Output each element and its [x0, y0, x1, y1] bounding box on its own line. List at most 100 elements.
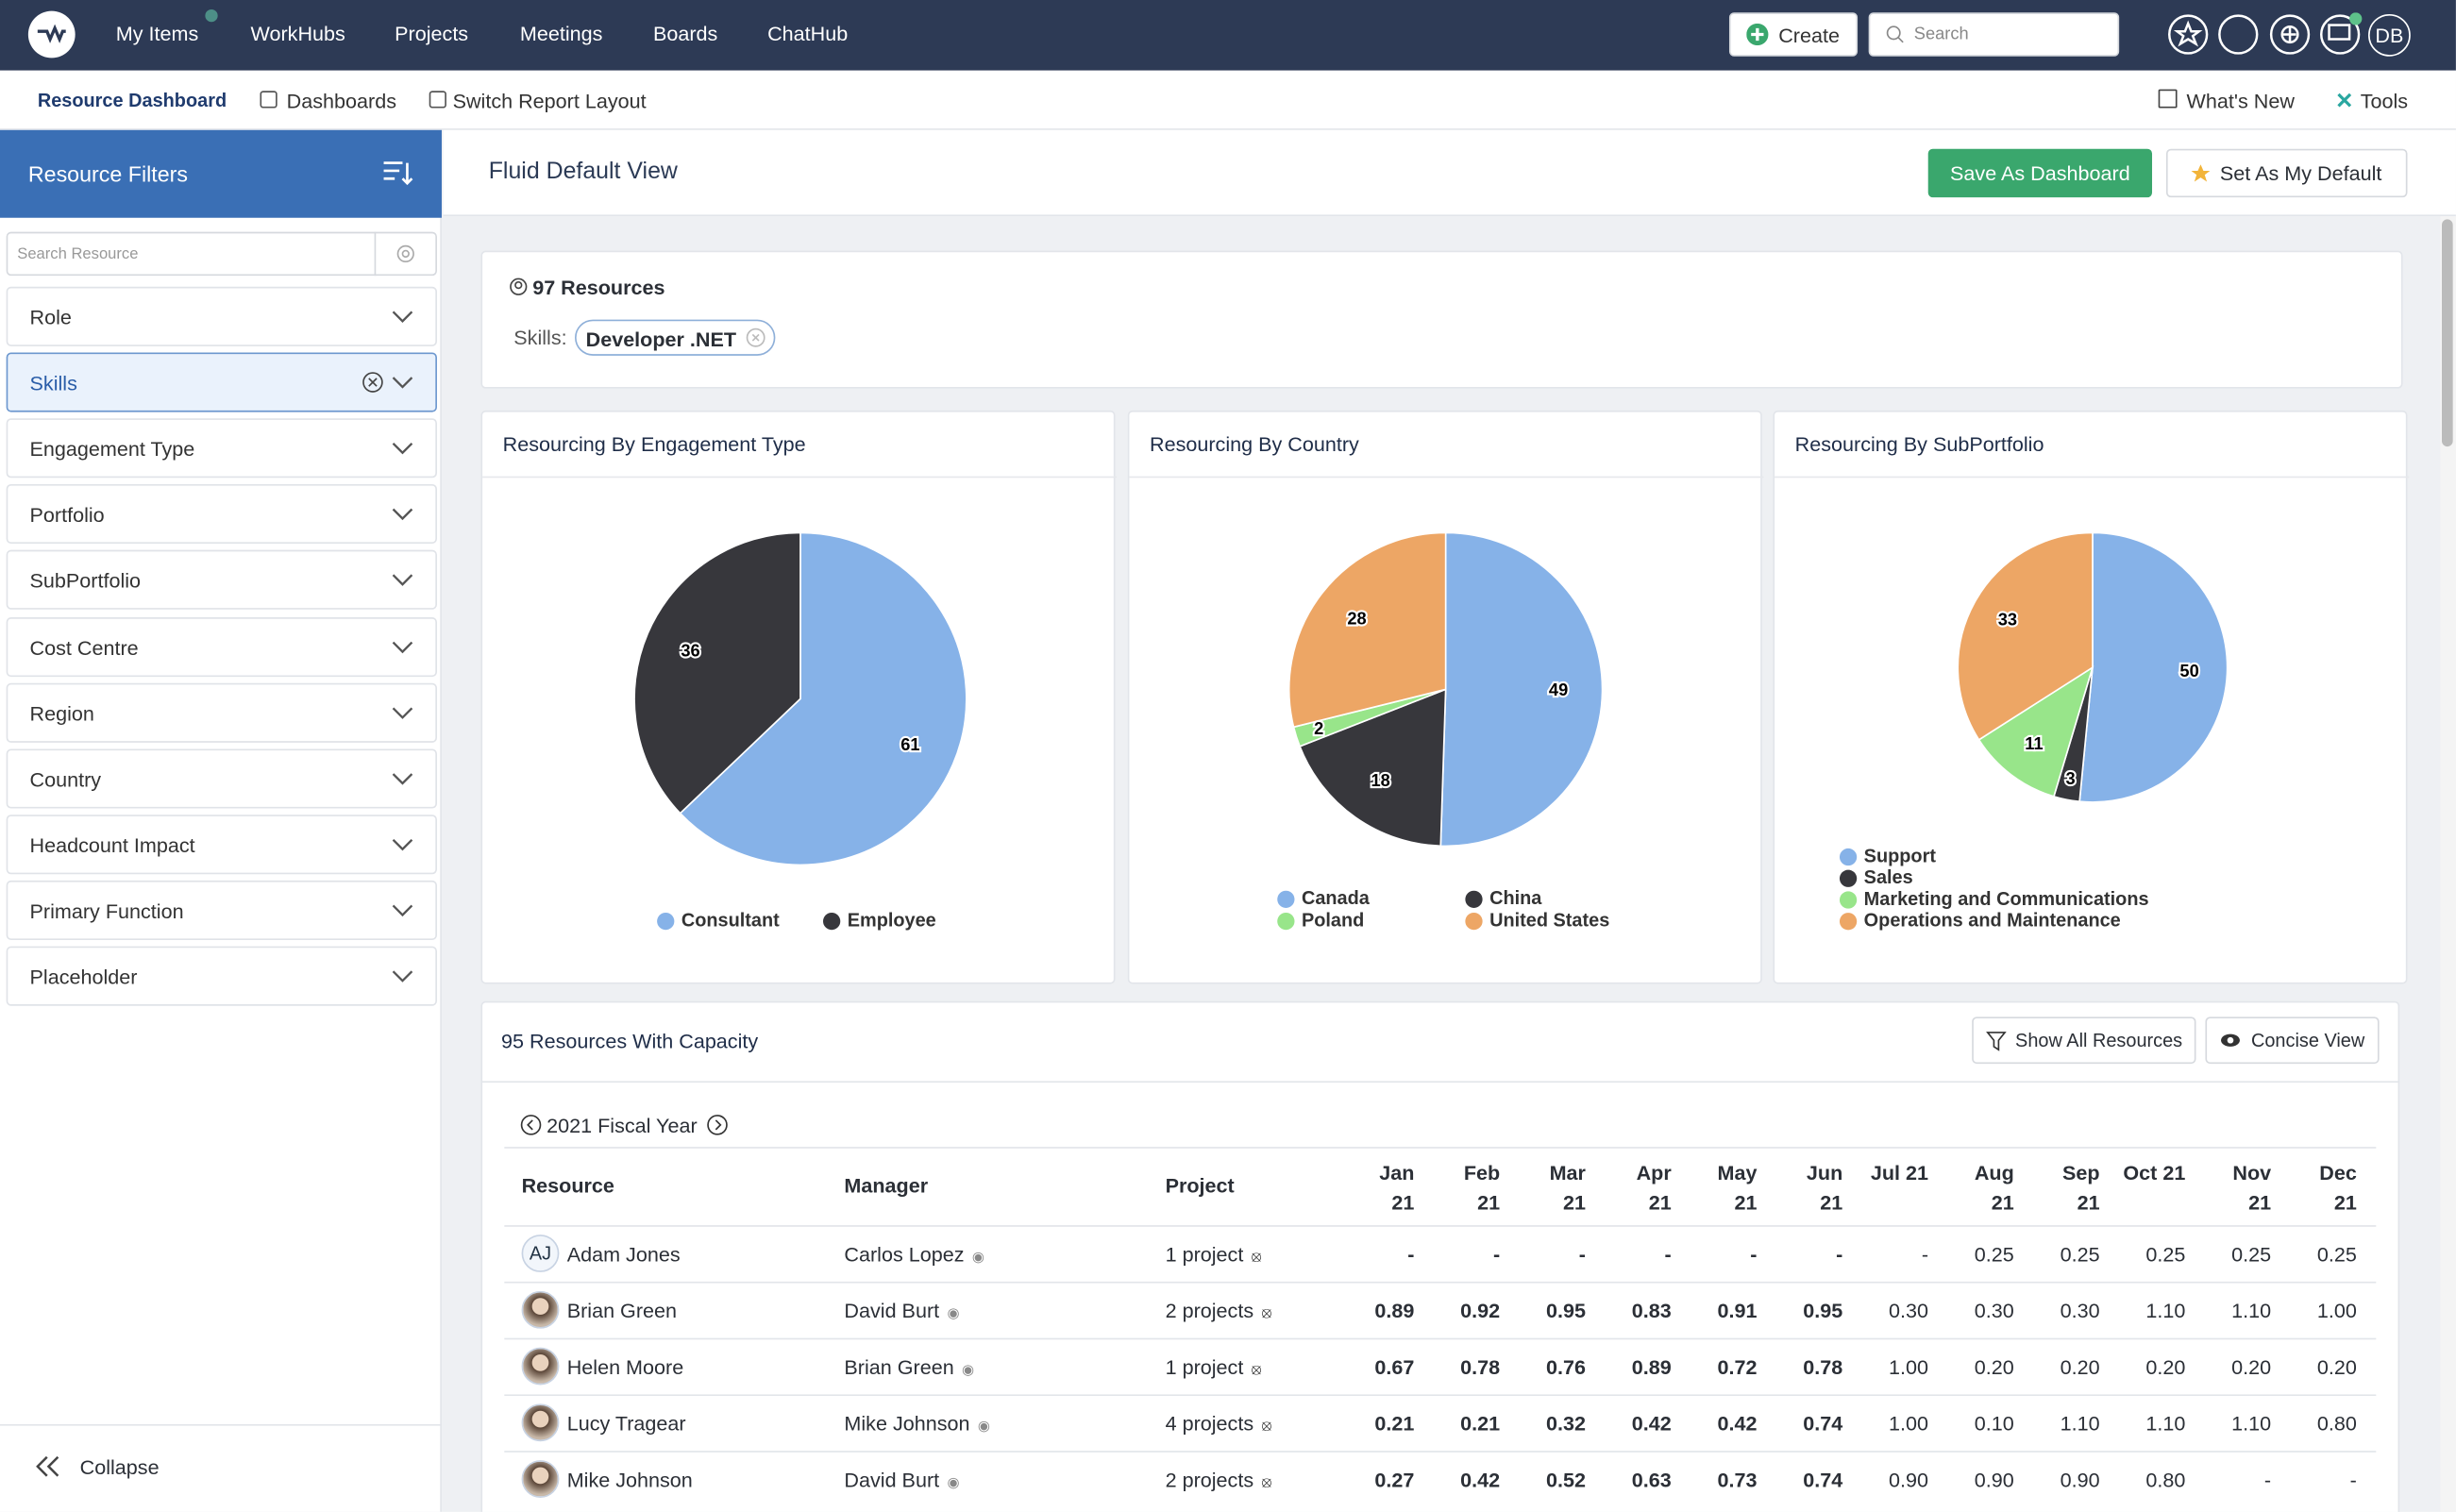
- resource-name[interactable]: Brian Green: [566, 1299, 678, 1323]
- capacity-value: 0.89: [1374, 1299, 1415, 1323]
- concise-view-button[interactable]: Concise View: [2205, 1016, 2380, 1065]
- legend-label: Support: [1864, 846, 1937, 866]
- filter-dropdown[interactable]: Cost Centre: [6, 616, 437, 677]
- month-header: Jan 21: [1379, 1161, 1415, 1215]
- nav-item[interactable]: My Items: [115, 22, 199, 46]
- capacity-value: 1.00: [1889, 1411, 1929, 1436]
- filter-dropdown[interactable]: Skills: [6, 352, 437, 412]
- project-count[interactable]: 1 project: [1165, 1354, 1244, 1379]
- project-count[interactable]: 2 projects: [1165, 1468, 1254, 1492]
- show-all-button[interactable]: Show All Resources: [1972, 1016, 2196, 1065]
- capacity-value: 0.21: [1374, 1411, 1415, 1436]
- avatar: [521, 1347, 560, 1386]
- top-icons[interactable]: [2166, 12, 2370, 56]
- chevron-path: [392, 509, 413, 521]
- resource-name[interactable]: Mike Johnson: [566, 1468, 693, 1492]
- filter-dropdown[interactable]: Portfolio: [6, 484, 437, 545]
- filter-dropdown[interactable]: SubPortfolio: [6, 550, 437, 611]
- filter-dropdown[interactable]: Primary Function: [6, 880, 437, 940]
- capacity-value: 0.78: [1460, 1354, 1501, 1379]
- next-year[interactable]: [706, 1114, 728, 1135]
- remove-icon[interactable]: [746, 328, 766, 348]
- sub-nav-item[interactable]: Switch Report Layout: [452, 89, 647, 113]
- save-dashboard-button[interactable]: Save As Dashboard: [1927, 148, 2153, 198]
- legend-swatch: [1465, 890, 1483, 908]
- table-title: 95 Resources With Capacity: [501, 1029, 759, 1053]
- capacity-value: 0.95: [1545, 1299, 1586, 1323]
- resource-search[interactable]: Search Resource: [6, 231, 437, 277]
- nav-item[interactable]: WorkHubs: [250, 22, 345, 46]
- sub-nav-item[interactable]: Resource Dashboard: [37, 89, 227, 111]
- avatar: [521, 1460, 560, 1498]
- legend-label: Canada: [1302, 888, 1371, 909]
- project-cell: 1 project ⦻: [1166, 1355, 1262, 1379]
- logo[interactable]: [26, 9, 76, 59]
- collapse-icon[interactable]: [36, 1455, 61, 1477]
- capacity-value: 0.25: [1974, 1242, 2014, 1267]
- filter-label: Country: [29, 766, 102, 791]
- chevron: [392, 904, 413, 916]
- project-count[interactable]: 1 project: [1165, 1242, 1244, 1267]
- filter-dropdown[interactable]: Engagement Type: [6, 418, 437, 479]
- capacity-value: 0.21: [1460, 1411, 1501, 1436]
- capacity-value: 0.25: [2231, 1242, 2272, 1267]
- filter-dropdown[interactable]: Country: [6, 748, 437, 809]
- data-label: 18: [1371, 770, 1390, 790]
- chevron: [392, 772, 413, 785]
- scroll-thumb[interactable]: [2442, 219, 2453, 447]
- legend-swatch: [1465, 912, 1483, 931]
- chart-title: Resourcing By Country: [1149, 432, 1359, 457]
- nav-item[interactable]: Meetings: [519, 22, 603, 46]
- data-label: 28: [1347, 609, 1366, 629]
- manager-name[interactable]: Carlos Lopez: [844, 1242, 965, 1267]
- nav-item[interactable]: Projects: [395, 22, 469, 46]
- resource-name[interactable]: Adam Jones: [566, 1242, 681, 1267]
- create-button[interactable]: Create: [1728, 12, 1859, 57]
- set-default-button[interactable]: Set As My Default: [2165, 148, 2408, 198]
- nav-item[interactable]: ChatHub: [767, 22, 849, 46]
- resource-name[interactable]: Lucy Tragear: [566, 1411, 686, 1436]
- link-icon: ⦻: [1261, 1474, 1272, 1492]
- nav-item[interactable]: Boards: [652, 22, 718, 46]
- capacity-value: 1.10: [2231, 1411, 2272, 1436]
- manager-name[interactable]: David Burt: [844, 1468, 940, 1492]
- capacity-value: 0.89: [1631, 1354, 1672, 1379]
- pie-slice: [1957, 531, 2094, 741]
- divider: [480, 1081, 2400, 1084]
- filter-dropdown[interactable]: Role: [6, 286, 437, 346]
- sub-nav-icon: [429, 91, 446, 109]
- capacity-value: 0.20: [2060, 1354, 2100, 1379]
- pie-slice: [633, 531, 801, 815]
- row-divider: [504, 1225, 2377, 1227]
- search-box[interactable]: Search: [1868, 12, 2120, 57]
- project-count[interactable]: 4 projects: [1165, 1411, 1254, 1436]
- chevron-path: [392, 838, 413, 851]
- capacity-value: 0.42: [1460, 1468, 1501, 1492]
- sub-nav-item[interactable]: Dashboards: [286, 89, 397, 113]
- filter-dropdown[interactable]: Region: [6, 682, 437, 743]
- project-count[interactable]: 2 projects: [1165, 1299, 1254, 1323]
- legend-label: Consultant: [681, 910, 780, 931]
- user-avatar[interactable]: DB: [2368, 13, 2411, 57]
- manager-name[interactable]: David Burt: [844, 1299, 940, 1323]
- manager-name[interactable]: Mike Johnson: [844, 1411, 970, 1436]
- sort-icon[interactable]: [382, 160, 413, 188]
- sub-nav-item[interactable]: Tools: [2360, 89, 2409, 113]
- search-icon[interactable]: [395, 243, 416, 264]
- chart-title: Resourcing By SubPortfolio: [1794, 432, 2044, 457]
- filter-dropdown[interactable]: Placeholder: [6, 946, 437, 1006]
- collapse-label[interactable]: Collapse: [79, 1455, 160, 1480]
- chevron: [392, 377, 413, 389]
- prev-year[interactable]: [520, 1114, 542, 1135]
- resource-name[interactable]: Helen Moore: [566, 1354, 684, 1379]
- skill-chip[interactable]: Developer .NET: [574, 319, 776, 356]
- manager-cell: Carlos Lopez ◉: [844, 1242, 984, 1266]
- chart-title: Resourcing By Engagement Type: [502, 432, 806, 457]
- legend-swatch: [1277, 912, 1295, 931]
- sub-nav-item[interactable]: What's New: [2186, 89, 2295, 113]
- capacity-value: 0.76: [1545, 1354, 1586, 1379]
- month-header: Apr 21: [1636, 1161, 1672, 1215]
- filter-dropdown[interactable]: Headcount Impact: [6, 814, 437, 874]
- manager-name[interactable]: Brian Green: [844, 1354, 954, 1379]
- clear-icon[interactable]: [362, 372, 383, 394]
